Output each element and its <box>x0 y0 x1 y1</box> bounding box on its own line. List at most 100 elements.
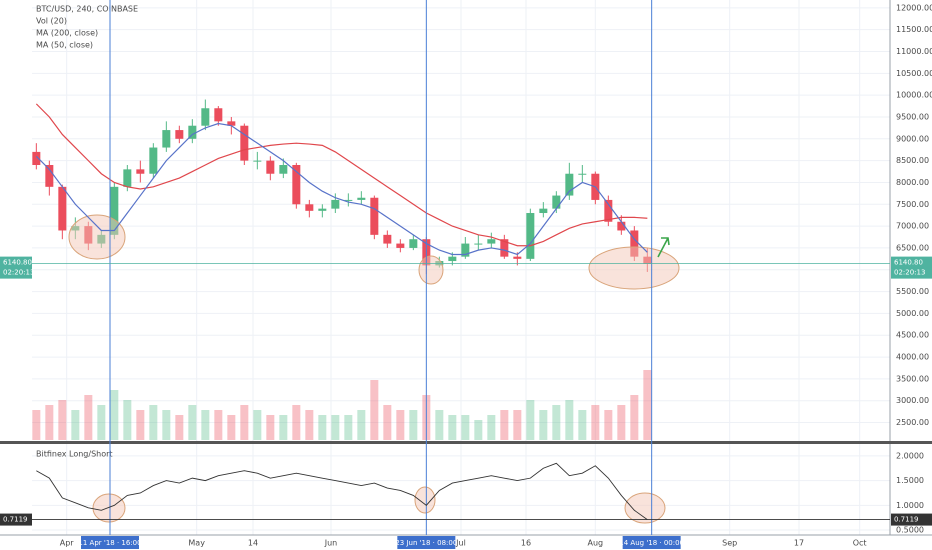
legend-item: MA (200, close) <box>36 29 98 38</box>
volume-bar <box>591 405 600 440</box>
highlight-ellipse <box>418 255 444 285</box>
candle-body <box>357 197 366 200</box>
volume-bar <box>500 410 509 440</box>
volume-bar <box>474 420 483 440</box>
volume-bar <box>539 410 548 440</box>
candle-body <box>370 197 379 235</box>
volume-bar <box>201 410 210 440</box>
volume-bar <box>266 415 275 440</box>
volume-bar <box>604 410 613 440</box>
x-tick-label: 14 <box>248 539 258 548</box>
x-tick-label: Aug <box>588 539 604 548</box>
volume-bar <box>513 410 522 440</box>
candle-body <box>292 165 301 205</box>
volume-bar <box>370 380 379 440</box>
candle-body <box>240 125 249 161</box>
volume-bar <box>240 405 249 440</box>
x-tick-label: May <box>188 539 205 548</box>
y-tick-label: 3000.00 <box>896 396 929 405</box>
y-tick-label: 7500.00 <box>896 200 929 209</box>
candle-body <box>227 121 236 126</box>
volume-bar <box>552 405 561 440</box>
candle-body <box>188 125 197 139</box>
legend-item: Vol (20) <box>36 17 67 26</box>
marker-label-bg <box>81 536 139 549</box>
y-tick-label: 6500.00 <box>896 243 929 252</box>
y-tick-label: 9500.00 <box>896 112 929 121</box>
y-tick-label: 2500.00 <box>896 418 929 427</box>
candle-body <box>110 186 119 235</box>
y-tick-label: 5000.00 <box>896 309 929 318</box>
x-tick-label: Jul <box>455 539 466 548</box>
volume-bar <box>149 405 158 440</box>
candle-body <box>318 208 327 211</box>
x-tick-label: Oct <box>853 539 867 548</box>
volume-bar <box>110 390 119 440</box>
x-tick-label: 17 <box>794 539 804 548</box>
y-tick-label: 4500.00 <box>896 331 929 340</box>
y-tick-label: 12000.00 <box>896 3 932 12</box>
candle-body <box>604 199 613 222</box>
candle-body <box>396 243 405 248</box>
y-tick-label: 1.5000 <box>896 476 924 485</box>
legend-item: MA (50, close) <box>36 41 93 50</box>
volume-bar <box>188 405 197 440</box>
y-tick-label: 2.0000 <box>896 451 924 460</box>
last-price-label: 6140.80 <box>3 259 32 267</box>
y-tick-label: 10000.00 <box>896 91 932 100</box>
y-tick-label: 0.5000 <box>896 526 924 535</box>
overlay-layer <box>35 103 648 256</box>
y-tick-label: 10500.00 <box>896 69 932 78</box>
last-price-label: 6140.80 <box>894 259 923 267</box>
y-tick-label: 11000.00 <box>896 47 932 56</box>
indicator-last-label: 0.7119 <box>894 516 919 524</box>
marker-label: 23 Jun '18 · 08:00 <box>395 539 457 547</box>
highlight-ellipse <box>588 246 680 290</box>
y-tick-label: 8000.00 <box>896 178 929 187</box>
candle-body <box>123 169 132 187</box>
volume-bar <box>409 410 418 440</box>
candle-body <box>266 160 275 174</box>
candle-body <box>383 234 392 244</box>
indicator-label-bg <box>891 513 932 526</box>
candle-body <box>578 173 587 175</box>
candle-body <box>617 221 626 231</box>
volume-bar <box>617 405 626 440</box>
ma-line <box>35 103 648 247</box>
volume-bar <box>357 410 366 440</box>
highlight-ellipse <box>92 493 126 523</box>
up-arrow <box>657 237 670 258</box>
candle-body <box>136 169 145 174</box>
y-tick-label: 4000.00 <box>896 353 929 362</box>
candle-body <box>487 239 496 244</box>
candle-body <box>630 230 639 257</box>
volume-bar <box>461 415 470 440</box>
pane-divider <box>0 441 932 444</box>
volume-bar <box>448 415 457 440</box>
countdown-label: 02:20:13 <box>3 269 34 277</box>
candle-body <box>526 213 535 259</box>
y-tick-label: 3500.00 <box>896 374 929 383</box>
volume-bar <box>630 395 639 440</box>
candle-body <box>448 256 457 262</box>
x-tick-label: 16 <box>521 539 531 548</box>
volume-bar <box>318 415 327 440</box>
price-label-bg <box>891 256 932 279</box>
y-tick-label: 9000.00 <box>896 134 929 143</box>
volume-bar <box>71 410 80 440</box>
y-tick-label: 7000.00 <box>896 222 929 231</box>
volume-bar <box>175 415 184 440</box>
highlight-ellipse <box>414 486 436 514</box>
x-tick-label: Apr <box>60 539 75 548</box>
candle-body <box>331 199 340 209</box>
highlight-ellipse <box>624 492 666 524</box>
y-tick-label: 5500.00 <box>896 287 929 296</box>
volume-bar <box>32 410 41 440</box>
y-tick-label: 11500.00 <box>896 25 932 34</box>
candle-body <box>461 243 470 257</box>
indicator-last-label: 0.7119 <box>3 516 28 524</box>
volume-bar <box>565 400 574 440</box>
volume-bar <box>227 415 236 440</box>
volume-bar <box>45 405 54 440</box>
candle-body <box>552 195 561 209</box>
